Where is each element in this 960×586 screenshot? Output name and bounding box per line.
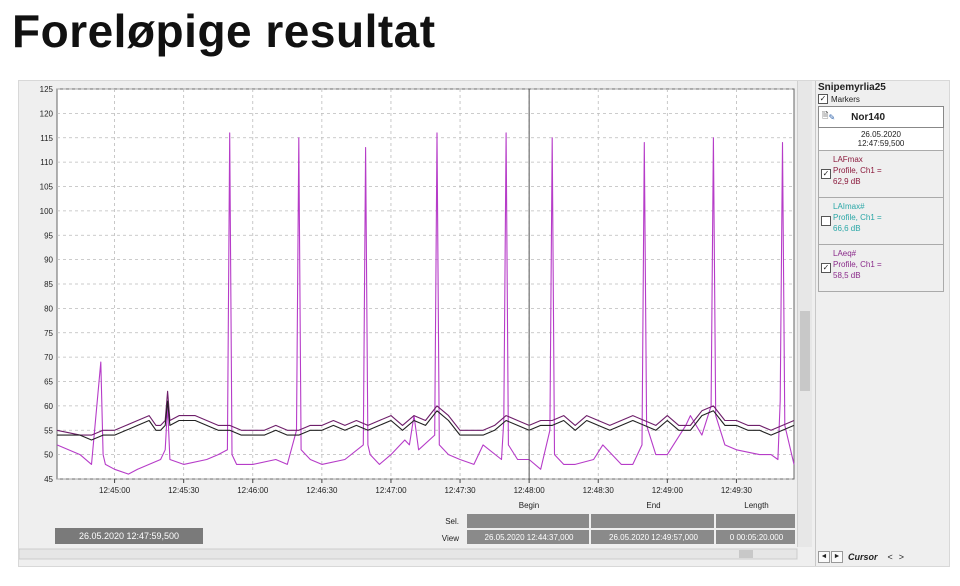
view-cell <box>467 530 589 544</box>
y-tick-label: 115 <box>40 134 53 143</box>
tab-prev-button[interactable]: ◄ <box>818 551 830 563</box>
channel-lafmax[interactable]: ✓ LAFmax Profile, Ch1 = 62,9 dB <box>818 151 944 198</box>
noise-level-chart[interactable]: 45 50 55 60 65 70 75 80 85 90 95 100 105 110 115 120 125… <box>18 81 799 581</box>
y-tick-label: 90 <box>44 256 53 265</box>
channel-name: LAeq# <box>833 249 857 258</box>
cursor-timestamp: 26.05.2020 12:47:59,500 <box>818 128 944 151</box>
x-tick-label: 12:47:00 <box>375 486 407 495</box>
x-tick-label: 12:48:30 <box>583 486 615 495</box>
channel-laimax[interactable]: LAImax# Profile, Ch1 = 66,6 dB <box>818 198 944 245</box>
document-icon: 🗎 <box>822 111 829 120</box>
view-cell-text: 26.05.2020 12:49:57,000 <box>609 533 699 542</box>
y-tick-label: 125 <box>40 85 54 94</box>
device-name: Nor140 <box>851 111 886 123</box>
markers-toggle[interactable]: ✓ Markers <box>816 94 946 104</box>
markers-label: Markers <box>831 94 860 104</box>
row-label-view: View <box>442 534 459 543</box>
channel-profile: Profile, Ch1 = <box>833 166 882 175</box>
vertical-scrollbar[interactable] <box>797 81 812 547</box>
x-tick-label: 12:45:00 <box>99 486 131 495</box>
channel-profile: Profile, Ch1 = <box>833 213 882 222</box>
project-title: Snipemyrlia25 <box>818 82 886 93</box>
markers-checkbox[interactable]: ✓ <box>818 94 828 104</box>
scroll-thumb[interactable] <box>800 311 810 391</box>
timestamp-time: 12:47:59,500 <box>857 139 905 148</box>
x-tick-label: 12:49:00 <box>652 486 684 495</box>
device-box[interactable]: 🗎 ✎ Nor140 <box>818 106 944 128</box>
laimax-checkbox[interactable] <box>821 216 831 226</box>
laeq-checkbox[interactable]: ✓ <box>821 263 831 273</box>
scroll-left-button[interactable]: < <box>887 552 893 562</box>
channel-value: 62,9 dB <box>833 177 861 186</box>
sel-cell <box>467 514 589 528</box>
view-cell-text: 0 00:05:20.000 <box>730 533 784 542</box>
x-tick-label: 12:45:30 <box>168 486 200 495</box>
y-tick-label: 65 <box>44 378 53 387</box>
cursor-readout-box <box>55 528 203 544</box>
channel-profile: Profile, Ch1 = <box>833 260 882 269</box>
y-tick-label: 105 <box>40 183 54 192</box>
plot-area: 45 50 55 60 65 70 75 80 85 90 95 100 105 110 115 120 125… <box>18 81 815 581</box>
channel-value: 58,5 dB <box>833 271 861 280</box>
tab-cursor[interactable]: Cursor <box>848 552 878 562</box>
y-tick-label: 45 <box>44 475 53 484</box>
row-label-sel: Sel. <box>445 517 459 526</box>
instrument-icon: ✎ <box>828 112 836 122</box>
y-tick-label: 55 <box>44 426 53 435</box>
analyzer-window: 45 50 55 60 65 70 75 80 85 90 95 100 105 110 115 120 125… <box>18 80 950 567</box>
h-scroll-thumb <box>739 550 753 558</box>
channel-name: LAFmax <box>833 155 863 164</box>
series-line-laeq# <box>56 390 795 436</box>
horizontal-scrollbar <box>18 548 798 560</box>
table-header: Length <box>744 501 768 510</box>
y-tick-label: 50 <box>44 451 53 460</box>
view-cell <box>716 530 795 544</box>
channel-name: LAImax# <box>833 202 865 211</box>
table-header: Begin <box>519 501 539 510</box>
timestamp-date: 26.05.2020 <box>860 130 902 139</box>
x-tick-label: 12:47:30 <box>444 486 476 495</box>
x-tick-label: 12:46:30 <box>306 486 338 495</box>
sel-cell <box>716 514 795 528</box>
table-header: End <box>646 501 660 510</box>
y-tick-label: 95 <box>44 231 53 240</box>
view-cell <box>591 530 714 544</box>
tab-next-button[interactable]: ► <box>831 551 843 563</box>
x-tick-label: 12:48:00 <box>514 486 546 495</box>
sel-cell <box>591 514 714 528</box>
scroll-right-button[interactable]: > <box>898 552 905 562</box>
series-line-lafmax <box>56 132 795 475</box>
cursor-readout: 26.05.2020 12:47:59,500 <box>79 531 179 541</box>
lafmax-checkbox[interactable]: ✓ <box>821 169 831 179</box>
x-tick-label: 12:46:00 <box>237 486 269 495</box>
channel-value: 66,6 dB <box>833 224 861 233</box>
y-tick-label: 120 <box>40 109 54 118</box>
y-tick-label: 75 <box>44 329 53 338</box>
x-tick-label: 12:49:30 <box>721 486 753 495</box>
channel-laeq[interactable]: ✓ LAeq# Profile, Ch1 = 58,5 dB <box>818 245 944 292</box>
view-cell-text: 26.05.2020 12:44:37,000 <box>485 533 575 542</box>
y-tick-label: 85 <box>44 280 53 289</box>
y-tick-label: 110 <box>40 158 53 167</box>
y-tick-label: 80 <box>44 304 53 313</box>
y-tick-label: 60 <box>44 402 53 411</box>
y-tick-label: 100 <box>40 207 54 216</box>
series-line-laeq-lower <box>57 400 795 441</box>
channel-panel: Snipemyrlia25 ✓ Markers 🗎 ✎ Nor140 26.05… <box>815 81 946 566</box>
slide-title: Foreløpige resultat <box>12 5 436 57</box>
y-tick-label: 70 <box>44 353 53 362</box>
panel-tab-bar: ◄ ► Cursor < > <box>816 549 948 565</box>
